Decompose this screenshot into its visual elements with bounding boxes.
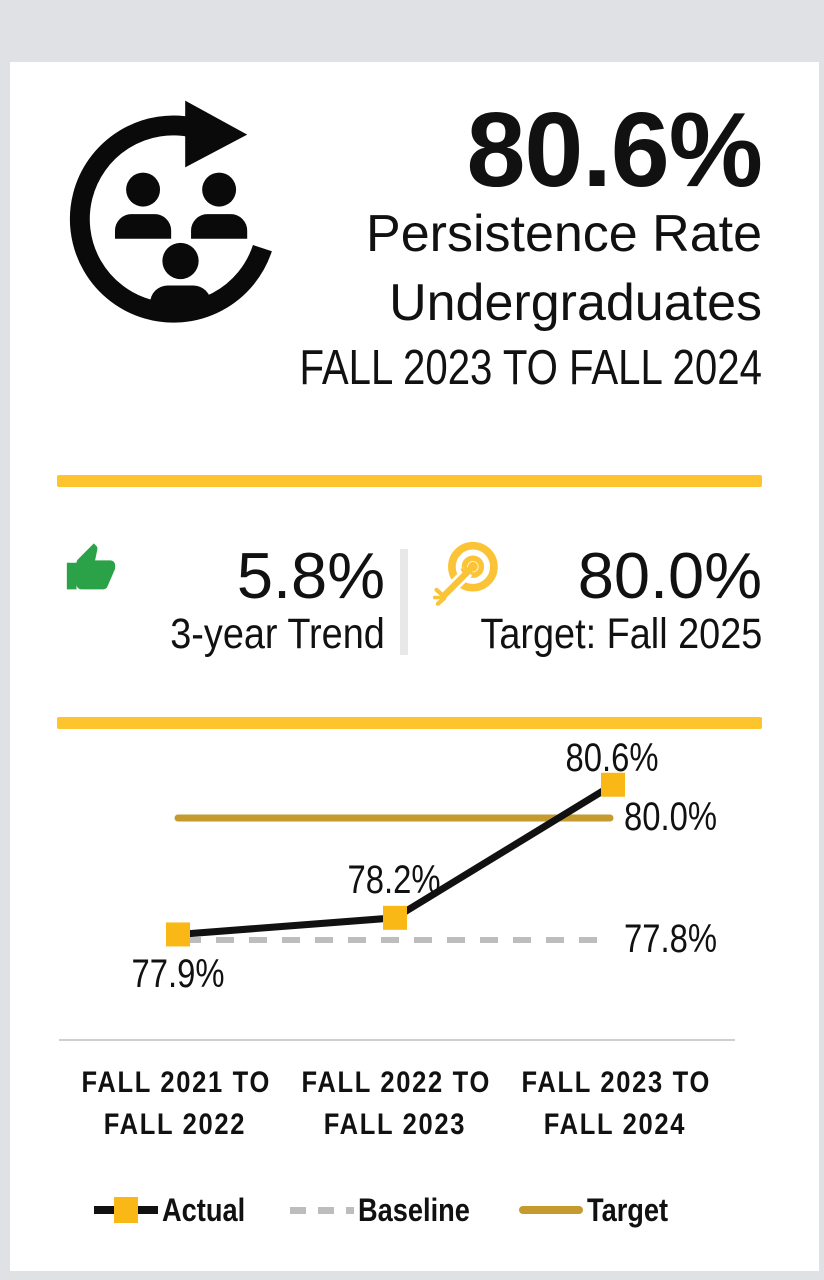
actual-swatch-icon (94, 1197, 158, 1223)
divider-top (57, 475, 762, 487)
trend-label: 3-year Trend (170, 610, 385, 658)
x-axis-label-2: FALL 2022 TO FALL 2023 (301, 1066, 492, 1141)
bullseye-icon (433, 541, 498, 606)
stats-divider (400, 549, 408, 655)
trend-value: 5.8% (236, 539, 385, 612)
point-label-2024: 80.6% (565, 736, 659, 780)
baseline-line-label: 77.8% (624, 917, 718, 961)
divider-bottom (57, 717, 762, 729)
baseline-swatch-icon (289, 1206, 354, 1214)
thumbs-up-icon (66, 543, 116, 590)
target-value: 80.0% (577, 539, 762, 612)
headline-population: Undergraduates (389, 274, 762, 332)
x-axis-line (59, 1039, 735, 1041)
headline-value: 80.6% (466, 91, 763, 209)
legend-label-actual: Actual (162, 1191, 246, 1228)
target-stat: 80.0% Target: Fall 2025 (442, 539, 762, 659)
chart-legend: Actual Baseline Target (94, 1186, 683, 1234)
headline-period: FALL 2023 TO FALL 2024 (299, 341, 762, 395)
headline-metric: Persistence Rate (366, 205, 762, 263)
x-axis-label-3: FALL 2023 TO FALL 2024 (521, 1066, 712, 1141)
trend-stat: 5.8% 3-year Trend (141, 539, 385, 659)
persistence-cycle-icon (69, 100, 272, 323)
kpi-card (10, 62, 819, 1271)
point-label-2022: 77.9% (131, 952, 225, 996)
point-label-2023: 78.2% (347, 858, 441, 902)
legend-item-baseline: Baseline (289, 1191, 490, 1229)
target-swatch-icon (519, 1206, 584, 1214)
target-label: Target: Fall 2025 (480, 610, 762, 658)
legend-label-target: Target (587, 1191, 669, 1228)
legend-item-actual: Actual (94, 1192, 260, 1229)
legend-label-baseline: Baseline (357, 1191, 470, 1228)
target-line-label: 80.0% (624, 795, 718, 839)
x-axis-label-1: FALL 2021 TO FALL 2022 (81, 1066, 272, 1141)
headline: 80.6% Persistence Rate Undergraduates FA… (198, 91, 763, 398)
legend-item-target: Target (519, 1192, 682, 1229)
